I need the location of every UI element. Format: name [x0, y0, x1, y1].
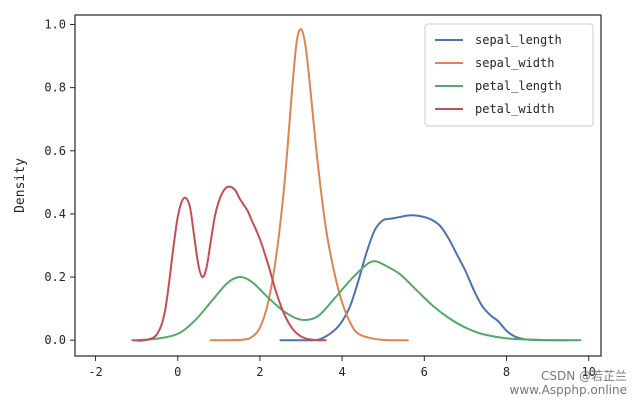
series-line-sepal-length — [279, 214, 570, 342]
series-line-sepal-width — [209, 28, 409, 342]
y-tick-label: 0.0 — [44, 333, 66, 347]
legend-label-petal-length: petal_length — [475, 79, 562, 93]
y-tick-label: 0.8 — [44, 81, 66, 95]
y-tick-label: 0.2 — [44, 270, 66, 284]
x-tick-label: 4 — [338, 365, 345, 379]
x-tick-label: 8 — [503, 365, 510, 379]
x-tick-label: 10 — [581, 365, 595, 379]
x-tick-label: 6 — [421, 365, 428, 379]
x-tick-label: 2 — [256, 365, 263, 379]
series-line-petal-length — [135, 260, 582, 342]
y-tick-label: 1.0 — [44, 17, 66, 31]
plot-frame — [74, 14, 602, 357]
x-tick-label: 0 — [174, 365, 181, 379]
watermark-line-2: www.Aspphp.online — [509, 383, 628, 397]
watermark-line-1: CSDN @若芷兰 — [540, 369, 627, 383]
x-tick-label: -2 — [88, 365, 102, 379]
series-line-petal-width — [131, 185, 327, 342]
legend-label-petal-width: petal_width — [475, 102, 554, 116]
plot-area: -2 0 2 4 6 8 10 0.0 0.2 0.4 0.6 0.8 1.0 Density sepal_… — [13, 14, 602, 379]
y-axis-label: Density — [13, 158, 28, 213]
legend-box — [424, 23, 594, 127]
legend-label-sepal-length: sepal_length — [475, 33, 562, 47]
legend-label-sepal-width: sepal_width — [475, 56, 554, 70]
y-tick-label: 0.4 — [44, 207, 66, 221]
watermark: CSDN @若芷兰 www.Aspphp.online — [510, 369, 628, 397]
y-tick-label: 0.6 — [44, 144, 66, 158]
